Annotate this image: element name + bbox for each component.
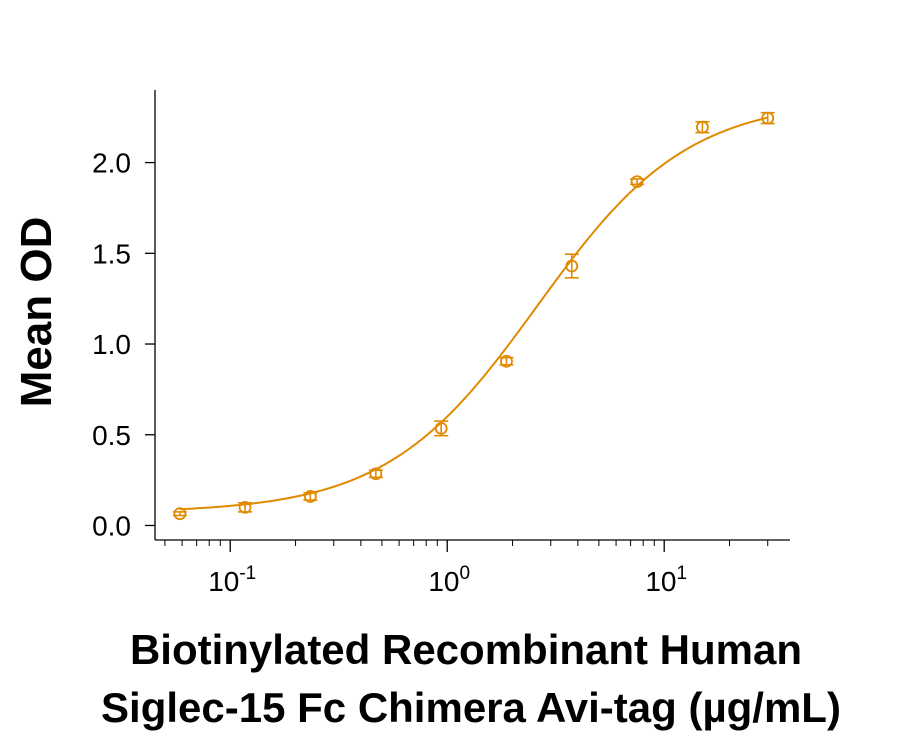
y-axis-label: Mean OD	[12, 217, 61, 408]
data-point	[761, 111, 775, 125]
plot-area	[172, 111, 775, 521]
axes: 0.0 0.5 1.0 1.5 2.0 10-1 100 101	[92, 90, 790, 597]
data-point	[173, 507, 187, 521]
data-point	[565, 259, 579, 273]
x-tick-label: 10-1	[208, 563, 256, 597]
data-point	[238, 500, 252, 514]
data-point	[630, 175, 644, 189]
data-point	[303, 490, 317, 503]
fit-curve	[179, 116, 768, 511]
data-point	[434, 422, 448, 435]
x-axis-label-line-1: Biotinylated Recombinant Human	[130, 626, 802, 673]
y-tick-label: 2.0	[92, 148, 131, 179]
y-tick-label: 0.0	[92, 510, 131, 541]
y-tick-label: 1.5	[92, 238, 131, 269]
data-point	[500, 354, 513, 368]
data-point	[696, 120, 709, 134]
x-tick-label: 101	[645, 563, 687, 597]
x-axis-label-line-2: Siglec-15 Fc Chimera Avi-tag (µg/mL)	[101, 684, 841, 731]
y-tick-label: 1.0	[92, 329, 131, 360]
x-tick-label: 100	[428, 563, 470, 597]
y-tick-label: 0.5	[92, 420, 131, 451]
data-point	[369, 467, 383, 481]
